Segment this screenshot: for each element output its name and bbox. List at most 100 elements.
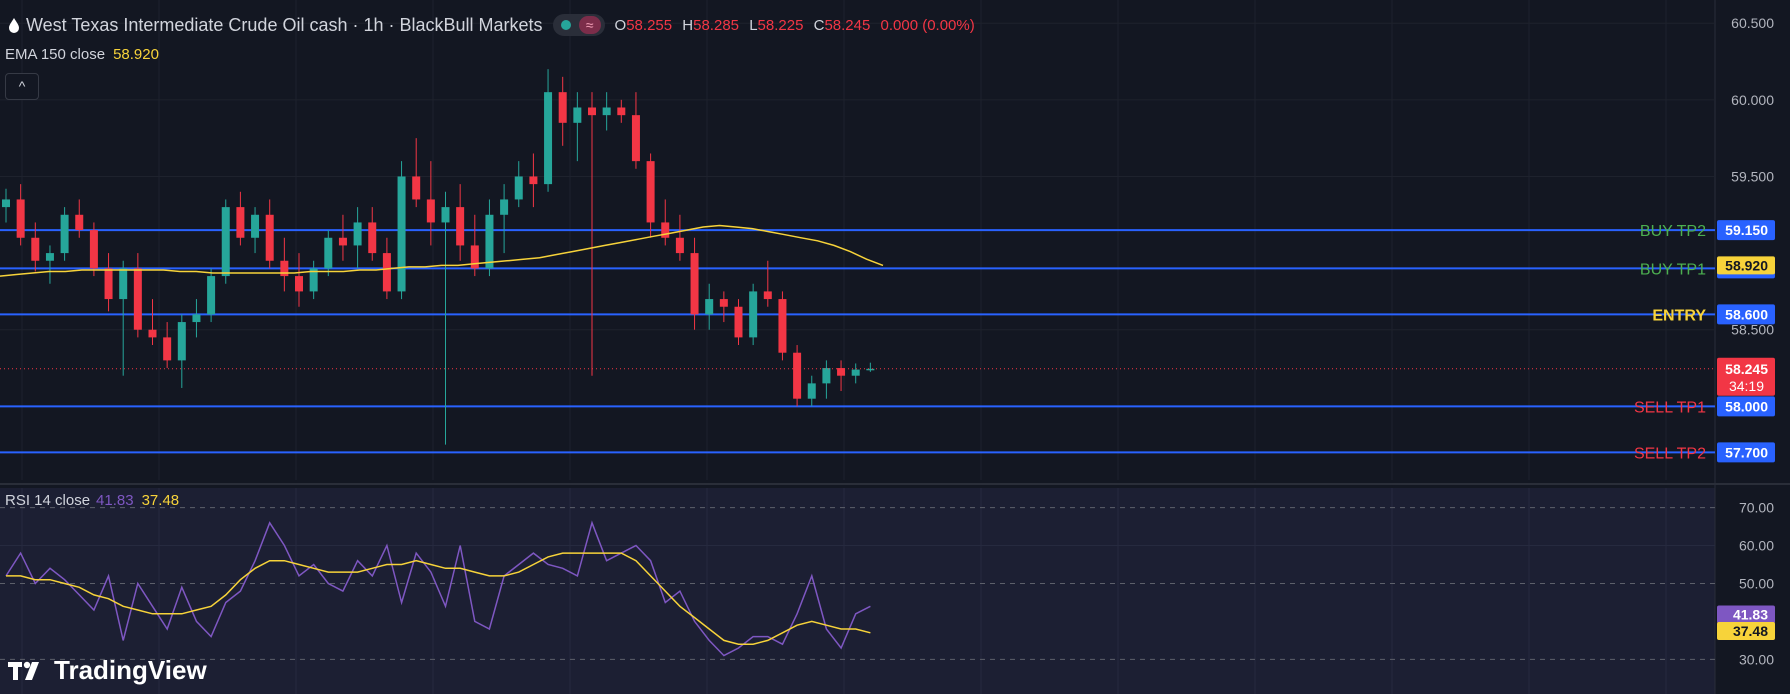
candle-body (734, 306, 743, 338)
candle-body (778, 299, 787, 353)
ohlc-values: O58.255 H58.285 L58.225 C58.245 0.000 (0… (615, 17, 981, 34)
candle-body (280, 260, 289, 277)
tv-logo-icon (8, 661, 39, 680)
candle-body (338, 237, 347, 246)
candle-body (456, 207, 465, 246)
ema-legend[interactable]: EMA 150 close 58.920 (5, 46, 159, 63)
rsi-tick-label: 60.00 (1739, 538, 1774, 554)
candle-body (690, 253, 699, 315)
candle-body (31, 237, 40, 261)
brand-name: TradingView (54, 655, 207, 685)
price-tick-label: 60.500 (1731, 15, 1774, 31)
candle-body (500, 199, 509, 215)
rsi-line (5, 520, 871, 657)
candle-body (617, 107, 626, 116)
candle-body (807, 383, 816, 399)
candle-body (529, 176, 538, 185)
legend-header: West Texas Intermediate Crude Oil cash ·… (0, 12, 981, 38)
axis-ticks: 60.500 60.000 59.500 58.500 70.00 60.00 50.00 3… (1731, 15, 1774, 667)
candle-body (148, 329, 157, 338)
horizontal-grid (0, 22, 1715, 331)
drop-icon (9, 18, 19, 33)
collapse-legend-button[interactable]: ^ (5, 73, 39, 100)
level-label: BUY TP2 (1640, 223, 1706, 240)
rsi-guides (0, 507, 1715, 660)
close-label: C (813, 16, 825, 34)
level-label: SELL TP1 (1634, 399, 1706, 416)
rsi-ma-value-tag: 37.48 (1733, 623, 1768, 639)
low-value: 58.225 (757, 16, 804, 34)
candle-body (75, 214, 84, 231)
candle-body (426, 199, 435, 223)
rsi-label: RSI 14 close (5, 492, 91, 509)
candle-body (221, 207, 230, 277)
ema-line (0, 224, 884, 277)
countdown-tag: 34:19 (1729, 378, 1764, 394)
candle-body (16, 199, 25, 238)
candle-body (514, 176, 523, 200)
candle-body (324, 237, 333, 269)
rsi-value-tag-bg (1717, 605, 1775, 624)
candle-body (661, 222, 670, 238)
price-tick-label: 58.500 (1731, 322, 1774, 338)
candle-body (192, 314, 201, 323)
candle-body (412, 176, 421, 200)
level-price-tag: 59.150 (1725, 222, 1768, 238)
candle-body (251, 214, 260, 238)
candle-body (822, 368, 831, 384)
level-price-tag: 57.700 (1725, 444, 1768, 460)
candle-body (558, 92, 567, 123)
symbol-title[interactable]: West Texas Intermediate Crude Oil cash ·… (26, 14, 543, 35)
candle-body (866, 368, 875, 371)
level-label: SELL TP2 (1634, 445, 1706, 462)
candles (2, 69, 875, 445)
candle-body (265, 214, 274, 261)
level-price-tag: 58.000 (1725, 398, 1768, 414)
tradingview-logo[interactable]: TradingView (8, 655, 207, 686)
candle-body (119, 268, 128, 300)
candle-body (719, 299, 728, 307)
level-price-tag-bg (1717, 396, 1775, 417)
candle-body (236, 207, 245, 238)
change-value: 0.000 (0.00%) (880, 16, 975, 34)
rsi-tick-label: 50.00 (1739, 575, 1774, 591)
candle-body (573, 107, 582, 123)
rsi-pane[interactable] (0, 488, 1715, 694)
candle-body (441, 207, 450, 223)
candle-body (45, 253, 54, 261)
candle-body (163, 337, 172, 361)
price-pane[interactable] (0, 0, 1715, 480)
candle-body (60, 214, 69, 254)
wave-icon: ≈ (578, 16, 601, 34)
rsi-value: 41.83 (96, 492, 134, 509)
candle-body (89, 230, 98, 269)
candle-body (177, 322, 186, 361)
rsi-tick-label: 70.00 (1739, 500, 1774, 516)
level-label: BUY TP1 (1640, 261, 1706, 278)
ema-label: EMA 150 close (5, 46, 106, 63)
candle-body (544, 92, 553, 185)
candle-body (763, 291, 772, 300)
candle-body (104, 268, 113, 300)
candle-body (133, 268, 142, 330)
close-value: 58.245 (824, 16, 871, 34)
candle-body (353, 222, 362, 246)
candle-body (705, 299, 714, 315)
level-price-tag: 58.600 (1725, 306, 1768, 322)
candle-body (295, 276, 303, 292)
rsi-value-tag: 41.83 (1733, 606, 1768, 622)
candle-body (382, 253, 391, 292)
status-pill[interactable]: ≈ (552, 14, 605, 36)
price-tags: 59.15058.90058.60058.00057.70058.92058.2… (1717, 220, 1775, 640)
level-labels: BUY TP2 BUY TP1 ENTRY SELL TP1 SELL TP2 (1634, 223, 1706, 462)
rsi-ma-value: 37.48 (141, 492, 180, 509)
candle-body (793, 352, 802, 399)
candle-body (588, 107, 596, 116)
ema-price-tag: 58.920 (1725, 257, 1768, 273)
price-scale[interactable] (1715, 0, 1790, 694)
rsi-legend[interactable]: RSI 14 close 41.83 37.48 (5, 492, 179, 509)
candle-body (749, 291, 758, 338)
open-value: 58.255 (626, 16, 673, 34)
high-label: H (682, 16, 694, 34)
